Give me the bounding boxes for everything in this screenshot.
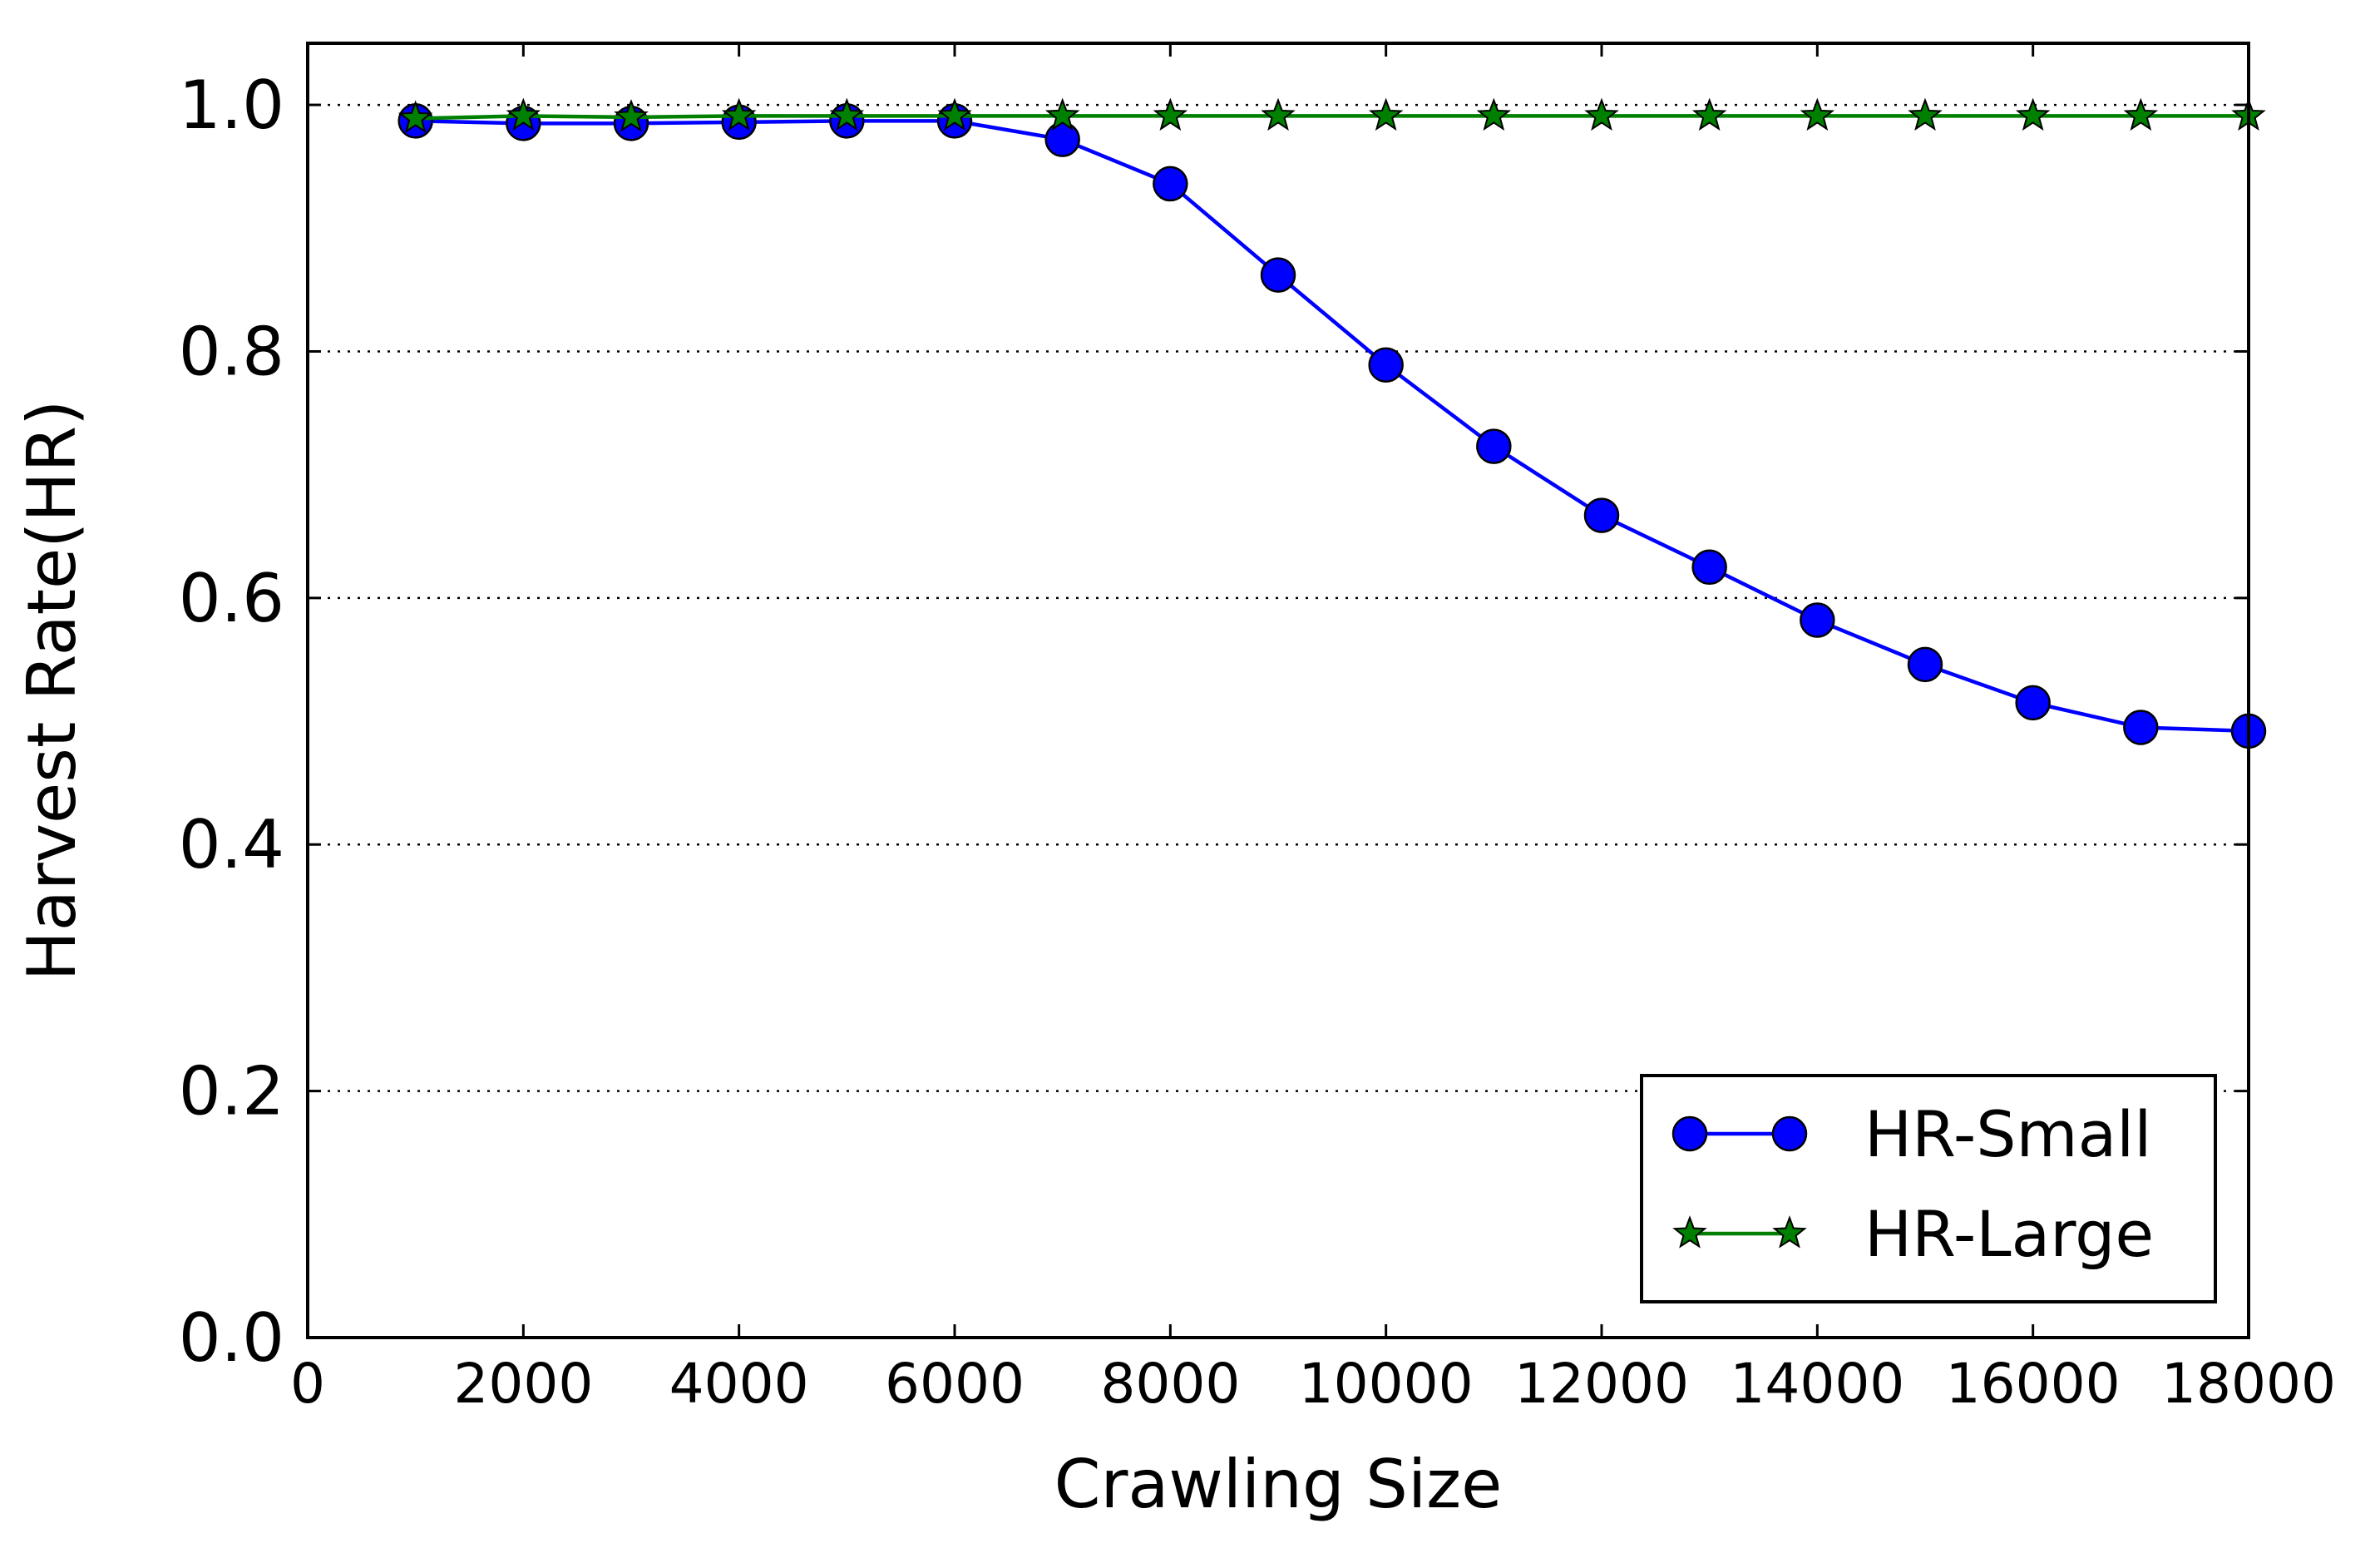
x-tick-label: 4000 xyxy=(669,1352,809,1416)
x-tick-label: 2000 xyxy=(453,1352,593,1416)
y-tick-labels: 0.0 0.2 0.4 0.6 0.8 1.0 xyxy=(179,67,284,1377)
x-tick-label: 16000 xyxy=(1946,1352,2121,1416)
series-hr-large xyxy=(397,97,2266,134)
series-line xyxy=(415,114,2249,121)
x-tick-label: 6000 xyxy=(885,1352,1025,1416)
data-point xyxy=(1691,97,1727,131)
data-point xyxy=(721,97,757,131)
data-point xyxy=(2015,97,2051,131)
data-point xyxy=(1691,549,1727,586)
data-point xyxy=(1583,497,1620,533)
legend-label: HR-Small xyxy=(1864,1097,2151,1171)
data-point xyxy=(1476,97,1512,131)
x-tick-label: 14000 xyxy=(1730,1352,1904,1416)
data-point xyxy=(1908,97,1943,131)
data-point xyxy=(2123,97,2159,131)
x-tick-label: 8000 xyxy=(1100,1352,1240,1416)
x-axis-label: Crawling Size xyxy=(1054,1446,1503,1523)
data-point xyxy=(397,100,433,134)
y-tick-label: 0.4 xyxy=(179,806,284,883)
x-tick-label: 18000 xyxy=(2161,1352,2336,1416)
legend-label: HR-Large xyxy=(1864,1197,2154,1271)
data-point xyxy=(1260,257,1296,293)
data-point xyxy=(1044,121,1080,157)
x-tick-labels: 0 2000 4000 6000 8000 10000 12000 14000 16000 180… xyxy=(290,1352,2336,1416)
data-point xyxy=(614,99,649,132)
y-tick-label: 0.2 xyxy=(179,1053,284,1130)
data-point xyxy=(829,97,865,131)
x-tick-label: 12000 xyxy=(1514,1352,1689,1416)
x-tick-label: 10000 xyxy=(1299,1352,1474,1416)
data-point xyxy=(506,97,541,131)
legend-marker xyxy=(1672,1215,1707,1249)
legend-entry-hr-large: HR-Large xyxy=(1672,1197,2154,1271)
y-tick-label: 1.0 xyxy=(179,67,284,144)
data-point xyxy=(1261,97,1296,131)
legend-marker xyxy=(1772,1215,1807,1249)
plot-area-frame xyxy=(306,42,2250,1339)
y-axis-label: Harvest Rate(HR) xyxy=(13,400,91,982)
data-point xyxy=(1800,97,1835,131)
data-point xyxy=(1476,428,1512,464)
data-point xyxy=(1153,166,1188,202)
data-point xyxy=(1368,97,1404,131)
legend: HR-Small HR-Large xyxy=(1640,1074,2217,1303)
data-point xyxy=(1584,97,1619,131)
y-tick-label: 0.0 xyxy=(179,1299,284,1377)
data-point xyxy=(1368,347,1404,383)
legend-entry-hr-small: HR-Small xyxy=(1671,1097,2151,1171)
data-point xyxy=(1800,602,1835,638)
data-point xyxy=(937,97,972,131)
series-line xyxy=(415,119,2249,734)
data-point xyxy=(1044,97,1080,131)
data-point xyxy=(2015,685,2051,721)
data-point xyxy=(2123,710,2159,745)
data-point xyxy=(1153,97,1188,131)
legend-marker xyxy=(1771,1115,1808,1152)
x-tick-label: 0 xyxy=(290,1352,325,1416)
legend-box xyxy=(1640,1074,2217,1303)
y-tick-label: 0.8 xyxy=(179,313,284,390)
y-tick-label: 0.6 xyxy=(179,560,284,637)
data-point xyxy=(1907,646,1943,683)
legend-marker xyxy=(1671,1115,1708,1152)
